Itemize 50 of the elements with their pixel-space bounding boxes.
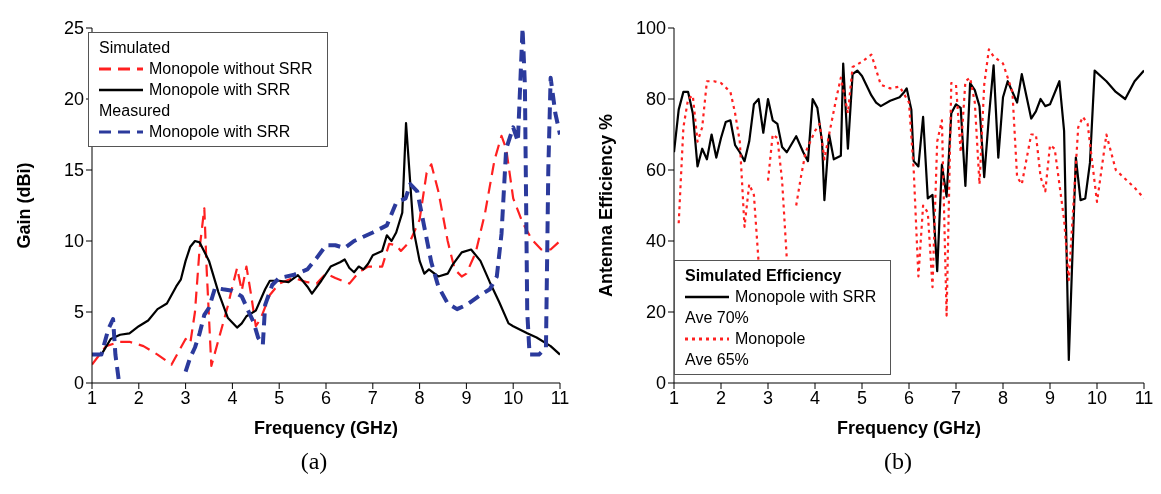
- annotation: Measured: [99, 101, 171, 121]
- x-tick-label: 2: [133, 387, 144, 408]
- x-tick-label: 8: [414, 387, 425, 408]
- y-tick-label: 5: [73, 302, 84, 323]
- y-tick-label: 10: [63, 231, 84, 252]
- annotation: Ave 65%: [685, 350, 749, 370]
- x-tick-label: 1: [668, 387, 680, 408]
- text: (b): [883, 448, 913, 475]
- legend-label: Monopole with SRR: [149, 80, 291, 100]
- y-tick-label: 100: [635, 18, 666, 39]
- x-tick-label: 5: [274, 387, 285, 408]
- x-tick-label: 10: [1086, 387, 1108, 408]
- y-tick-label: 0: [655, 373, 666, 394]
- x-tick-label: 7: [950, 387, 962, 408]
- x-tick-label: 4: [227, 387, 238, 408]
- x-tick-label: 4: [809, 387, 821, 408]
- y-tick-label: 60: [645, 160, 666, 181]
- x-axis-title: Frequency (GHz): [253, 418, 399, 438]
- y-axis-title: Gain (dBi): [14, 162, 35, 249]
- text: (a): [299, 448, 329, 475]
- annotation: Ave 70%: [685, 308, 749, 328]
- legend-label: Monopole with SRR: [149, 122, 291, 142]
- x-tick-label: 6: [903, 387, 915, 408]
- x-tick-label: 8: [997, 387, 1009, 408]
- y-tick-label: 20: [645, 302, 666, 323]
- x-tick-label: 2: [715, 387, 727, 408]
- y-tick-label: 25: [63, 18, 84, 39]
- legend-label: Monopole: [735, 329, 806, 349]
- x-tick-label: 5: [856, 387, 868, 408]
- x-tick-label: 6: [320, 387, 332, 408]
- legend-label: Monopole with SRR: [735, 287, 877, 307]
- x-tick-label: 11: [1134, 387, 1154, 408]
- legend-title: Simulated Efficiency: [685, 266, 842, 286]
- x-tick-label: 3: [762, 387, 774, 408]
- x-tick-label: 9: [1044, 387, 1056, 408]
- y-tick-label: 0: [73, 373, 84, 394]
- y-tick-label: 40: [645, 231, 666, 252]
- annotation: Simulated: [99, 38, 171, 58]
- x-tick-label: 9: [461, 387, 472, 408]
- x-tick-label: 10: [503, 387, 524, 408]
- y-tick-label: 15: [63, 160, 84, 181]
- y-axis-title: Antenna Efficiency %: [596, 113, 617, 298]
- x-tick-label: 11: [550, 387, 570, 408]
- x-tick-label: 3: [180, 387, 191, 408]
- legend-label: Monopole without SRR: [149, 59, 313, 79]
- x-tick-label: 1: [86, 387, 98, 408]
- y-tick-label: 20: [63, 89, 84, 110]
- y-tick-label: 80: [645, 89, 666, 110]
- x-tick-label: 7: [367, 387, 378, 408]
- x-axis-title: Frequency (GHz): [836, 418, 982, 438]
